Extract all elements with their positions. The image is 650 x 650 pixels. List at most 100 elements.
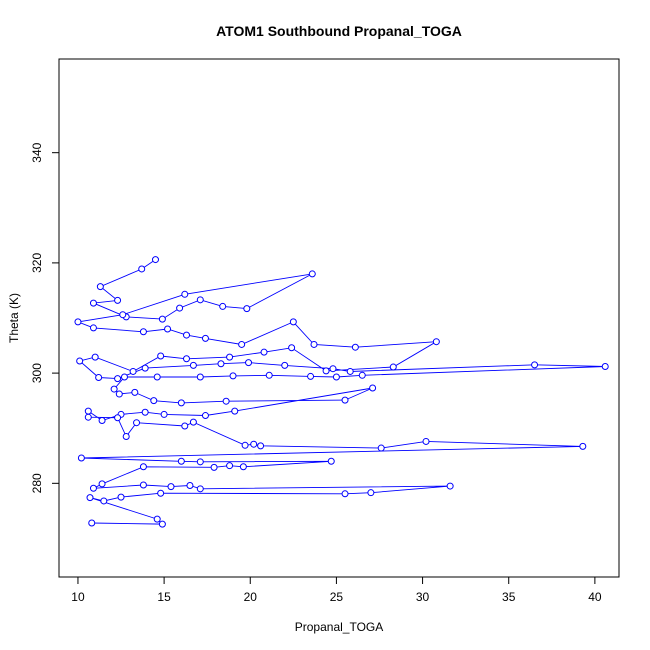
data-point <box>139 481 147 489</box>
data-point <box>196 373 204 381</box>
data-point <box>76 357 84 365</box>
data-point <box>176 304 184 312</box>
data-point <box>281 361 289 369</box>
data-point <box>86 494 94 502</box>
data-point <box>139 463 147 471</box>
series-layer <box>74 256 609 528</box>
data-point <box>265 371 273 379</box>
data-point <box>531 361 539 369</box>
data-point <box>226 462 234 470</box>
data-point <box>226 353 234 361</box>
data-point <box>579 442 587 450</box>
data-point <box>201 412 209 420</box>
data-point <box>177 399 185 407</box>
data-point <box>201 334 209 342</box>
data-point <box>151 256 159 264</box>
data-point <box>114 296 122 304</box>
data-point <box>100 497 108 505</box>
data-point <box>332 373 340 381</box>
data-point <box>329 365 337 373</box>
x-tick-label: 40 <box>588 590 602 604</box>
data-point <box>346 367 354 375</box>
data-point <box>189 361 197 369</box>
y-axis-label: Theta (K) <box>7 293 21 343</box>
data-point <box>77 454 85 462</box>
data-point <box>98 416 106 424</box>
data-point <box>183 355 191 363</box>
data-point <box>341 490 349 498</box>
data-point <box>186 482 194 490</box>
data-point <box>210 463 218 471</box>
data-point <box>114 375 122 383</box>
data-point <box>260 348 268 356</box>
data-point <box>158 315 166 323</box>
data-point <box>157 352 165 360</box>
data-point <box>88 519 96 527</box>
data-point <box>181 290 189 298</box>
data-point <box>164 325 172 333</box>
data-point <box>358 371 366 379</box>
y-tick-label: 320 <box>30 253 44 273</box>
data-point <box>115 390 123 398</box>
data-point <box>250 440 258 448</box>
data-point <box>446 482 454 490</box>
x-tick-label: 10 <box>71 590 85 604</box>
y-tick-label: 280 <box>30 473 44 493</box>
data-point <box>167 483 175 491</box>
data-point <box>196 458 204 466</box>
data-point <box>307 372 315 380</box>
data-point <box>141 364 149 372</box>
data-point <box>341 396 349 404</box>
data-point <box>289 318 297 326</box>
data-point <box>117 493 125 501</box>
data-point <box>89 324 97 332</box>
series-line <box>76 259 606 525</box>
data-point <box>196 485 204 493</box>
data-point <box>196 296 204 304</box>
data-point <box>153 515 161 523</box>
data-point <box>129 367 137 375</box>
data-point <box>122 432 130 440</box>
data-point <box>432 338 440 346</box>
data-point <box>308 270 316 278</box>
data-point <box>141 408 149 416</box>
data-point <box>120 373 128 381</box>
x-tick-label: 20 <box>244 590 258 604</box>
y-tick-label: 300 <box>30 363 44 383</box>
x-tick-label: 30 <box>416 590 430 604</box>
data-point <box>110 385 118 393</box>
data-point <box>98 480 106 488</box>
data-point <box>157 489 165 497</box>
data-point <box>377 444 385 452</box>
data-point <box>389 363 397 371</box>
x-axis-label: Propanal_TOGA <box>295 620 384 634</box>
data-point <box>229 372 237 380</box>
data-point <box>222 397 230 405</box>
data-point <box>369 384 377 392</box>
data-point <box>74 318 82 326</box>
data-point <box>89 484 97 492</box>
data-point <box>131 388 139 396</box>
data-point <box>189 418 197 426</box>
data-point <box>96 283 104 291</box>
x-tick-label: 15 <box>157 590 171 604</box>
data-point <box>217 360 225 368</box>
data-point <box>288 344 296 352</box>
data-point <box>91 353 99 361</box>
data-point <box>257 442 265 450</box>
data-point <box>119 311 127 319</box>
data-point <box>114 414 122 422</box>
data-point <box>241 441 249 449</box>
data-point <box>239 463 247 471</box>
x-tick-label: 35 <box>502 590 516 604</box>
data-point <box>327 457 335 465</box>
data-point <box>158 520 166 528</box>
data-point <box>219 302 227 310</box>
data-point <box>245 359 253 367</box>
data-point <box>238 340 246 348</box>
x-tick-label: 25 <box>330 590 344 604</box>
data-point <box>133 419 141 427</box>
data-point <box>84 413 92 421</box>
data-point <box>322 367 330 375</box>
